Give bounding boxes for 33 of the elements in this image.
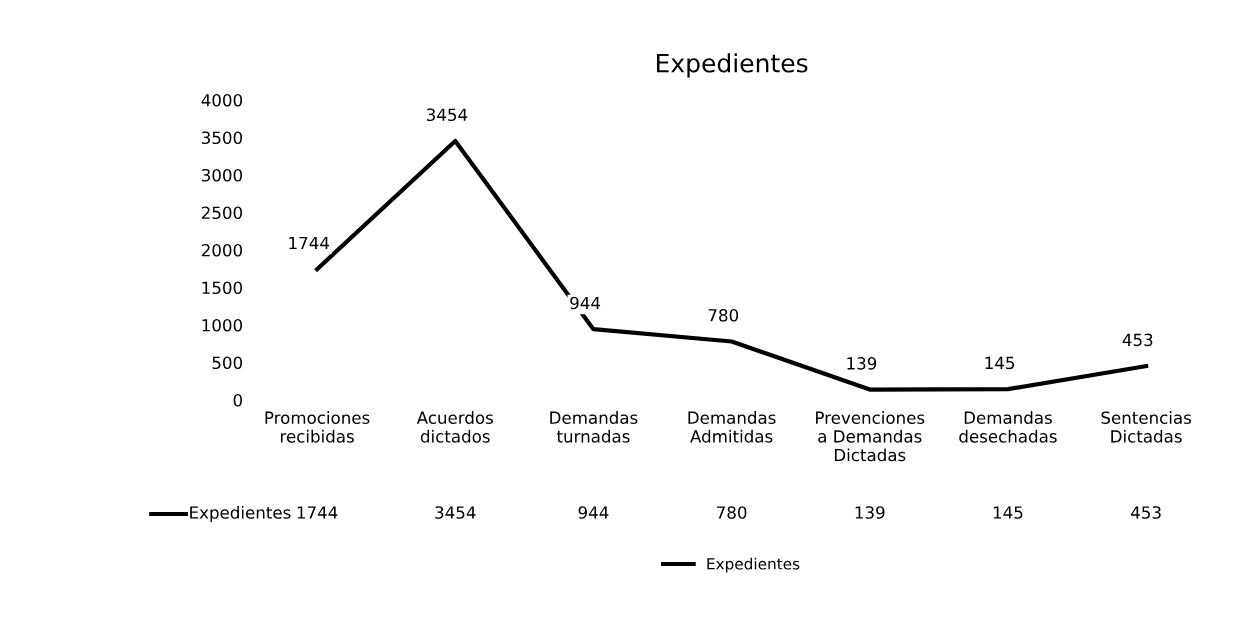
y-tick-label: 1000 xyxy=(202,318,243,332)
y-tick-label: 4000 xyxy=(201,93,243,107)
annotation: 1744 xyxy=(289,236,330,250)
y-tick-label: 3500 xyxy=(201,131,243,145)
annotation: 453 xyxy=(1122,333,1153,347)
x-tick-label: Acuerdos dictados xyxy=(416,411,493,443)
x-tick-label: Prevenciones a Demandas Dictadas xyxy=(816,411,925,462)
y-tick-label: 3000 xyxy=(201,168,243,182)
annotation: 145 xyxy=(985,356,1015,370)
y-tick-label: 0 xyxy=(233,393,243,407)
data-label: 453 xyxy=(1131,506,1161,519)
x-tick-label: Demandas desechadas xyxy=(959,411,1057,443)
y-tick-label: 500 xyxy=(212,356,243,370)
x-tick-label: Sentencias Dictadas xyxy=(1101,411,1192,443)
x-tick-label: Promociones recibidas xyxy=(265,411,370,443)
y-tick-label: 2000 xyxy=(201,243,243,257)
x-tick-label: Demandas turnadas xyxy=(550,411,638,443)
text: Expedientes xyxy=(707,557,800,573)
annotation: 3454 xyxy=(426,108,468,122)
annotation: 139 xyxy=(847,357,877,370)
data-label: 1744 xyxy=(297,506,338,519)
data-label: 145 xyxy=(993,506,1023,519)
data-label: 139 xyxy=(855,506,885,519)
annotation: 944 xyxy=(570,296,601,310)
legend-label: Expedientes xyxy=(190,505,291,523)
data-label: 780 xyxy=(717,506,747,519)
data-label: 944 xyxy=(578,506,609,519)
annotation: 780 xyxy=(708,309,739,322)
data-label: 3454 xyxy=(435,506,476,519)
y-tick-label: 2500 xyxy=(201,206,243,220)
y-tick-label: 1500 xyxy=(202,281,243,295)
x-tick-label: Demandas Admitidas xyxy=(688,411,776,443)
chart-title: Expedientes xyxy=(657,53,808,78)
